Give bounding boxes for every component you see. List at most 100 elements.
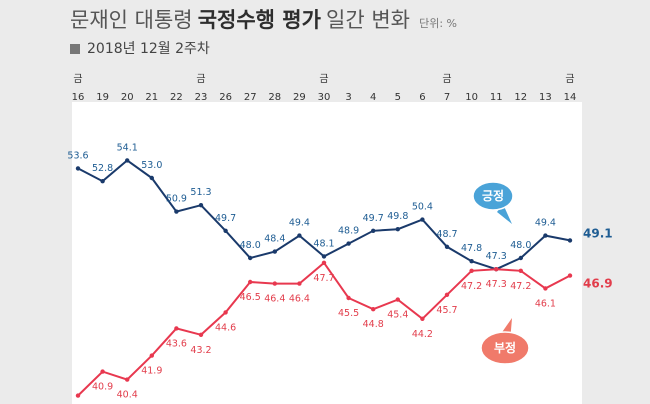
unit-label: 단위: % xyxy=(419,17,457,30)
data-point xyxy=(75,393,81,398)
x-tick-label: 12 xyxy=(514,92,527,103)
x-tick-label: 26 xyxy=(219,92,232,103)
data-label: 52.8 xyxy=(92,163,113,174)
data-point xyxy=(371,228,376,233)
data-label: 47.2 xyxy=(510,281,531,292)
data-label: 47.3 xyxy=(486,251,507,262)
x-tick-label: 23 xyxy=(195,92,208,103)
x-tick-label: 20 xyxy=(121,92,134,103)
data-point xyxy=(469,268,474,273)
data-label: 50.9 xyxy=(166,194,187,205)
data-label: 40.9 xyxy=(92,382,113,393)
data-label: 49.7 xyxy=(215,213,236,224)
data-label: 48.0 xyxy=(510,240,531,251)
data-labels: 53.652.854.153.050.951.349.748.048.449.4… xyxy=(67,142,613,401)
positive-bubble: 긍정 xyxy=(472,181,514,224)
bubble-label: 부정 xyxy=(494,340,516,355)
x-tick-weekday: 금 xyxy=(73,73,82,85)
data-label: 47.2 xyxy=(461,281,482,292)
data-label: 44.8 xyxy=(363,319,384,330)
data-label: 40.4 xyxy=(117,390,138,401)
subtitle-square-icon xyxy=(70,44,80,54)
x-tick-label: 6 xyxy=(419,92,425,103)
data-point xyxy=(248,255,253,261)
data-point xyxy=(174,326,179,331)
data-point xyxy=(100,369,105,374)
data-point xyxy=(223,310,228,315)
data-point xyxy=(149,353,154,358)
data-point xyxy=(518,268,523,273)
data-label: 45.5 xyxy=(338,308,359,319)
data-point xyxy=(494,267,499,272)
data-point xyxy=(174,209,179,214)
title-prefix: 문재인 대통령 xyxy=(70,8,193,32)
data-point xyxy=(125,377,130,382)
data-label: 48.9 xyxy=(338,226,359,237)
data-label: 48.4 xyxy=(264,234,285,245)
data-point xyxy=(346,241,351,246)
data-label: 44.6 xyxy=(215,322,236,333)
x-tick-label: 22 xyxy=(170,92,183,103)
x-tick-weekday: 금 xyxy=(196,73,205,85)
data-label: 53.6 xyxy=(67,150,88,161)
x-tick-label: 27 xyxy=(244,92,257,103)
data-point xyxy=(272,249,277,254)
negative-bubble: 부정 xyxy=(480,318,530,365)
data-label: 48.7 xyxy=(436,229,457,240)
data-point xyxy=(75,166,81,171)
data-point xyxy=(198,203,204,208)
end-value-label: 46.9 xyxy=(583,277,613,291)
data-point xyxy=(567,273,573,278)
data-point xyxy=(149,175,154,181)
data-label: 43.6 xyxy=(166,338,187,349)
data-point xyxy=(518,255,523,261)
data-label: 47.8 xyxy=(461,243,482,254)
x-tick-label: 11 xyxy=(490,92,503,103)
data-point xyxy=(543,233,548,238)
data-point xyxy=(321,254,327,259)
data-label: 47.7 xyxy=(313,273,334,284)
x-tick-label: 14 xyxy=(564,92,577,103)
x-tick-label: 3 xyxy=(345,92,351,103)
data-label: 46.5 xyxy=(240,292,261,303)
data-point xyxy=(223,228,228,233)
x-tick-label: 21 xyxy=(145,92,158,103)
data-point xyxy=(444,292,450,297)
bubble-body xyxy=(472,181,514,211)
data-label: 48.0 xyxy=(240,240,261,251)
data-point xyxy=(321,260,327,265)
x-tick-label: 28 xyxy=(268,92,281,103)
data-point xyxy=(297,281,302,286)
bubble-label: 긍정 xyxy=(482,188,504,203)
data-point xyxy=(395,297,400,302)
x-tick-label: 13 xyxy=(539,92,552,103)
series-lines xyxy=(75,158,573,398)
data-point xyxy=(297,233,302,238)
data-point xyxy=(469,259,474,264)
x-tick-label: 4 xyxy=(370,92,376,103)
data-point xyxy=(420,316,425,321)
chart-title: 문재인 대통령 국정수행 평가 일간 변화 단위: % xyxy=(70,4,457,34)
x-tick-label: 30 xyxy=(318,92,331,103)
bubble-body xyxy=(480,331,530,365)
data-point xyxy=(371,307,376,312)
data-point xyxy=(346,295,351,301)
data-label: 45.4 xyxy=(387,310,408,321)
data-point xyxy=(198,332,204,337)
data-label: 49.7 xyxy=(363,213,384,224)
data-label: 48.1 xyxy=(313,238,334,249)
data-label: 49.4 xyxy=(535,218,556,229)
data-label: 47.3 xyxy=(486,279,507,290)
data-label: 51.3 xyxy=(190,187,211,198)
data-label: 50.4 xyxy=(412,202,433,213)
x-tick-weekday: 금 xyxy=(319,73,328,85)
data-label: 54.1 xyxy=(117,142,138,153)
data-label: 45.7 xyxy=(436,305,457,316)
data-label: 46.4 xyxy=(264,294,285,305)
data-point xyxy=(248,279,253,285)
x-tick-label: 10 xyxy=(465,92,478,103)
data-point xyxy=(125,158,130,163)
x-tick-weekday: 금 xyxy=(565,73,574,85)
